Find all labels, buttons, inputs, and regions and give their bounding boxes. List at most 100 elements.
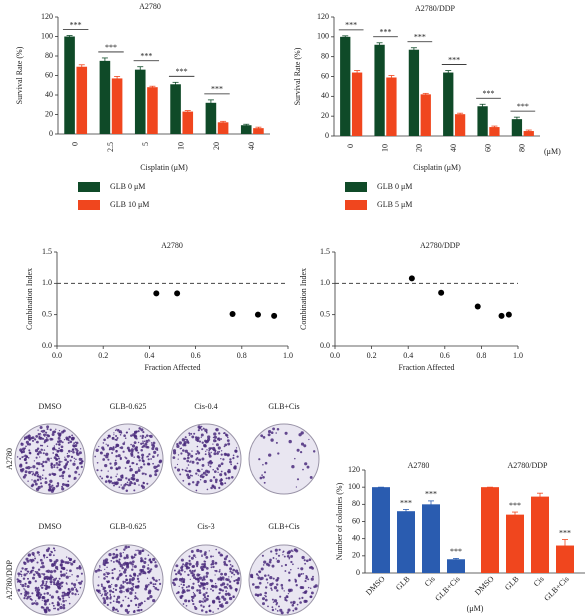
colony (221, 582, 226, 586)
colony (182, 603, 185, 605)
colony (314, 584, 318, 588)
colony (124, 561, 127, 565)
colony (25, 557, 29, 561)
colony (213, 470, 217, 473)
colony (203, 596, 207, 599)
colony (23, 573, 27, 577)
colony (44, 587, 48, 591)
colony (37, 485, 41, 490)
colony (106, 591, 109, 594)
colony (108, 552, 112, 557)
colony (104, 568, 106, 571)
colony (194, 607, 198, 610)
colony (49, 570, 53, 574)
colony (220, 457, 222, 460)
colony (127, 604, 130, 608)
colony (202, 576, 206, 580)
colony (37, 462, 41, 466)
colony (118, 573, 122, 577)
colony (44, 584, 48, 587)
colony (46, 425, 50, 429)
colony (39, 593, 43, 596)
colony (205, 567, 209, 570)
colony (191, 460, 195, 464)
colony (46, 434, 49, 437)
colony (186, 459, 190, 463)
x-tick-label: 0.6 (440, 351, 450, 360)
colony (41, 573, 43, 575)
colony (192, 600, 194, 602)
colony (172, 578, 175, 582)
colony (210, 486, 213, 490)
y-tick-label: 0.0 (320, 341, 330, 350)
colony (31, 558, 35, 562)
plate-dish (248, 423, 320, 495)
colony (287, 592, 290, 595)
colony (36, 561, 39, 564)
colony (126, 565, 130, 569)
colony (72, 462, 76, 466)
colony (104, 592, 108, 597)
colony (128, 449, 131, 453)
colony (296, 478, 300, 481)
legend-swatch (345, 182, 367, 192)
colony (35, 456, 38, 459)
colony (21, 467, 25, 471)
colony (133, 556, 136, 559)
colony (130, 599, 133, 603)
colony (104, 480, 108, 483)
colony (201, 473, 203, 476)
colony (229, 460, 232, 464)
colony (198, 584, 202, 588)
colony (112, 608, 115, 611)
colony (16, 456, 19, 458)
plate-label: GLB+Cis (268, 402, 299, 411)
colony (218, 592, 221, 595)
colony (76, 466, 79, 468)
colony (44, 480, 48, 485)
colony (229, 563, 232, 566)
colony (40, 566, 42, 569)
colony (117, 454, 121, 458)
colony (67, 557, 70, 560)
x-tick-label: 80 (518, 144, 527, 152)
colony (98, 445, 100, 448)
colony (290, 569, 292, 571)
colony (233, 573, 236, 576)
colony (33, 602, 36, 605)
colony (33, 473, 37, 477)
colony (269, 582, 273, 587)
colony (105, 575, 107, 578)
colony (127, 478, 131, 481)
point (498, 312, 505, 319)
colony (206, 588, 209, 590)
colony (109, 476, 113, 479)
colony (268, 453, 272, 457)
colony (264, 595, 267, 598)
colony (220, 453, 223, 456)
colony (36, 590, 40, 594)
colony (273, 599, 278, 603)
colony (43, 557, 46, 559)
colony (219, 479, 223, 483)
colony (149, 590, 152, 592)
colony (131, 568, 134, 571)
colony (201, 457, 205, 461)
colony (147, 458, 150, 461)
colony (186, 467, 188, 469)
colony (309, 587, 312, 589)
colony (115, 548, 118, 551)
plate (92, 423, 164, 495)
colony (302, 591, 304, 594)
colony (106, 566, 108, 569)
colony (115, 438, 118, 441)
colony (272, 427, 275, 431)
colony (225, 434, 229, 437)
y-tick-label: 40 (321, 91, 329, 100)
colony (214, 574, 216, 576)
colony (180, 594, 184, 598)
colony (111, 437, 114, 439)
y-axis-label: Survival Rate (%) (293, 47, 302, 105)
colony (106, 575, 109, 578)
colony (61, 461, 63, 463)
